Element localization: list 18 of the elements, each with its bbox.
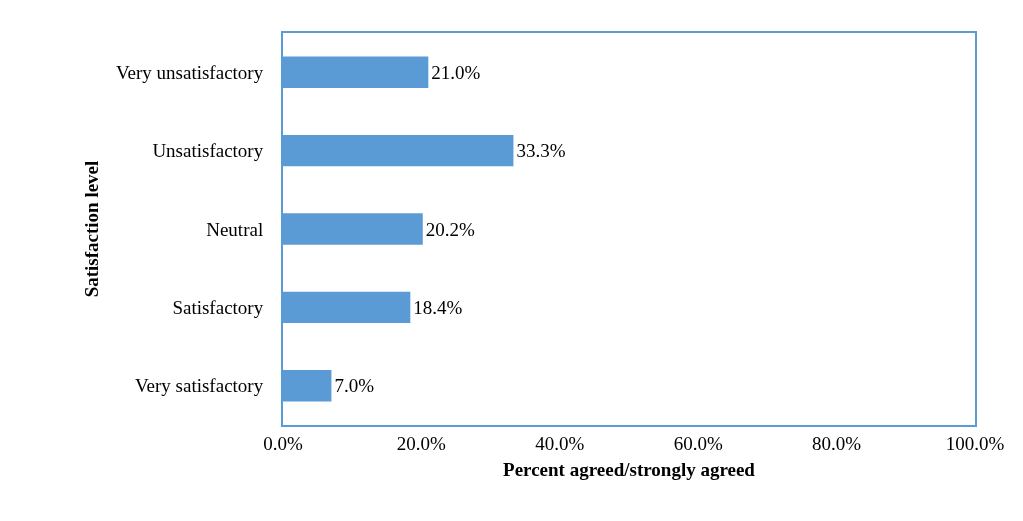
data-label: 18.4% [413,296,463,318]
data-label: 33.3% [516,140,566,162]
x-axis-title: Percent agreed/strongly agreed [503,458,756,480]
y-tick-label: Neutral [206,218,278,240]
x-tick-label: 60.0% [673,432,723,454]
data-label: 20.2% [425,218,476,240]
x-tick-label: 0.0% [263,432,303,454]
y-tick-label: Satisfactory [172,297,278,319]
x-tick-label: 20.0% [396,432,447,454]
y-tick-label: Unsatisfactory [152,140,278,162]
y-axis-title: Satisfaction level [81,160,103,298]
x-tick-label: 40.0% [535,432,585,454]
y-tick-label: Very unsatisfactory [115,61,278,83]
x-tick-label: 80.0% [812,432,862,454]
data-label: 7.0% [334,375,375,397]
y-tick-label: Very satisfactory [134,375,278,397]
x-tick-label: 100.0% [945,432,1005,454]
data-label: 21.0% [431,61,481,83]
